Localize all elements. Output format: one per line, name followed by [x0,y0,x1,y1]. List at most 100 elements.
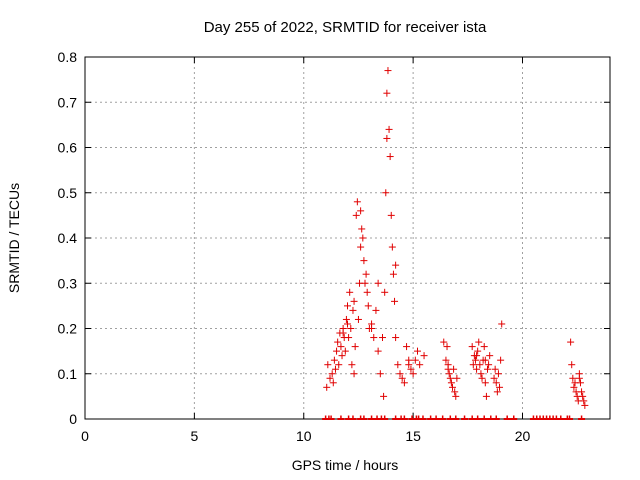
data-point [475,338,483,346]
data-point [324,361,332,369]
data-point [449,383,456,391]
data-point [491,365,499,373]
data-point [578,388,586,396]
data-point [374,279,382,287]
data-point [469,361,477,369]
data-point [416,361,424,369]
data-point [474,347,482,355]
data-point [380,392,388,400]
data-point [481,356,489,364]
data-point [339,329,347,337]
data-point [580,397,588,405]
data-point [323,383,331,391]
data-point [361,279,369,287]
zero-data-point [349,415,357,420]
data-point [370,334,378,342]
data-point [498,320,506,328]
data-point [357,243,365,251]
data-point [581,401,589,409]
data-point [328,370,336,378]
y-axis-ticks: 0 0.1 0.2 0.3 0.4 0.5 0.6 0.7 0.8 [58,49,610,427]
data-point [384,67,392,75]
data-point [346,288,354,296]
data-point [383,89,391,97]
data-point [363,288,371,296]
data-point [382,189,390,197]
y-axis-label: SRMTID / TECUs [6,183,22,293]
data-point [476,361,484,369]
data-point [396,370,404,378]
data-point [480,343,488,351]
data-point [342,315,350,323]
data-point [329,379,337,387]
data-point [345,334,353,342]
data-point [440,338,448,346]
data-point [414,347,421,355]
data-point [354,315,362,323]
data-point [392,261,400,269]
data-point [341,347,349,355]
data-point [344,302,351,310]
data-point [352,211,360,219]
data-point [391,297,399,305]
data-point [386,153,394,161]
data-point [358,225,366,233]
data-point [372,306,380,314]
data-point [485,361,493,369]
data-point [387,211,395,219]
data-point [405,356,413,364]
data-point [334,338,342,346]
chart-title: Day 255 of 2022, SRMTID for receiver ist… [204,19,487,36]
x-tick-label: 5 [190,428,198,444]
zero-data-point [327,415,335,420]
zero-data-point [557,415,565,420]
data-point [344,320,351,328]
data-point [349,306,357,314]
x-tick-label: 20 [515,428,531,444]
x-axis-label: GPS time / hours [292,457,399,473]
data-point [486,352,494,360]
data-point [473,365,481,373]
data-point [333,347,341,355]
data-point [444,365,452,373]
data-point [443,343,451,351]
data-point [411,356,419,364]
data-point [357,207,365,215]
zero-data-point [381,415,389,420]
data-point [567,338,575,346]
data-point [490,374,498,382]
data-point [569,374,577,382]
zero-data-point [400,415,408,420]
data-point [351,343,359,351]
zero-data-point [439,415,447,420]
x-axis-ticks: 0 5 10 15 20 [81,57,530,444]
data-point [481,379,489,387]
data-point [400,379,408,387]
data-point [496,383,504,391]
y-tick-label: 0.5 [58,185,78,201]
data-point [477,370,485,378]
data-point [383,134,391,142]
data-point [394,361,402,369]
zero-data-point [492,415,500,420]
zero-data-point [503,415,511,420]
data-point [362,270,370,278]
zero-data-point [452,415,460,420]
data-point [398,374,406,382]
data-point [392,334,400,342]
data-point [442,356,450,364]
zero-data-point [566,415,574,420]
data-point [368,325,376,332]
x-tick-label: 0 [81,428,89,444]
y-tick-label: 0.7 [58,94,78,110]
data-point [331,365,339,373]
data-point [376,370,384,378]
data-point [337,343,345,351]
data-point [471,356,479,364]
y-tick-label: 0.1 [58,366,78,382]
data-point [374,347,382,355]
zero-data-point [360,415,368,420]
data-point [407,365,415,373]
data-point [379,334,386,342]
